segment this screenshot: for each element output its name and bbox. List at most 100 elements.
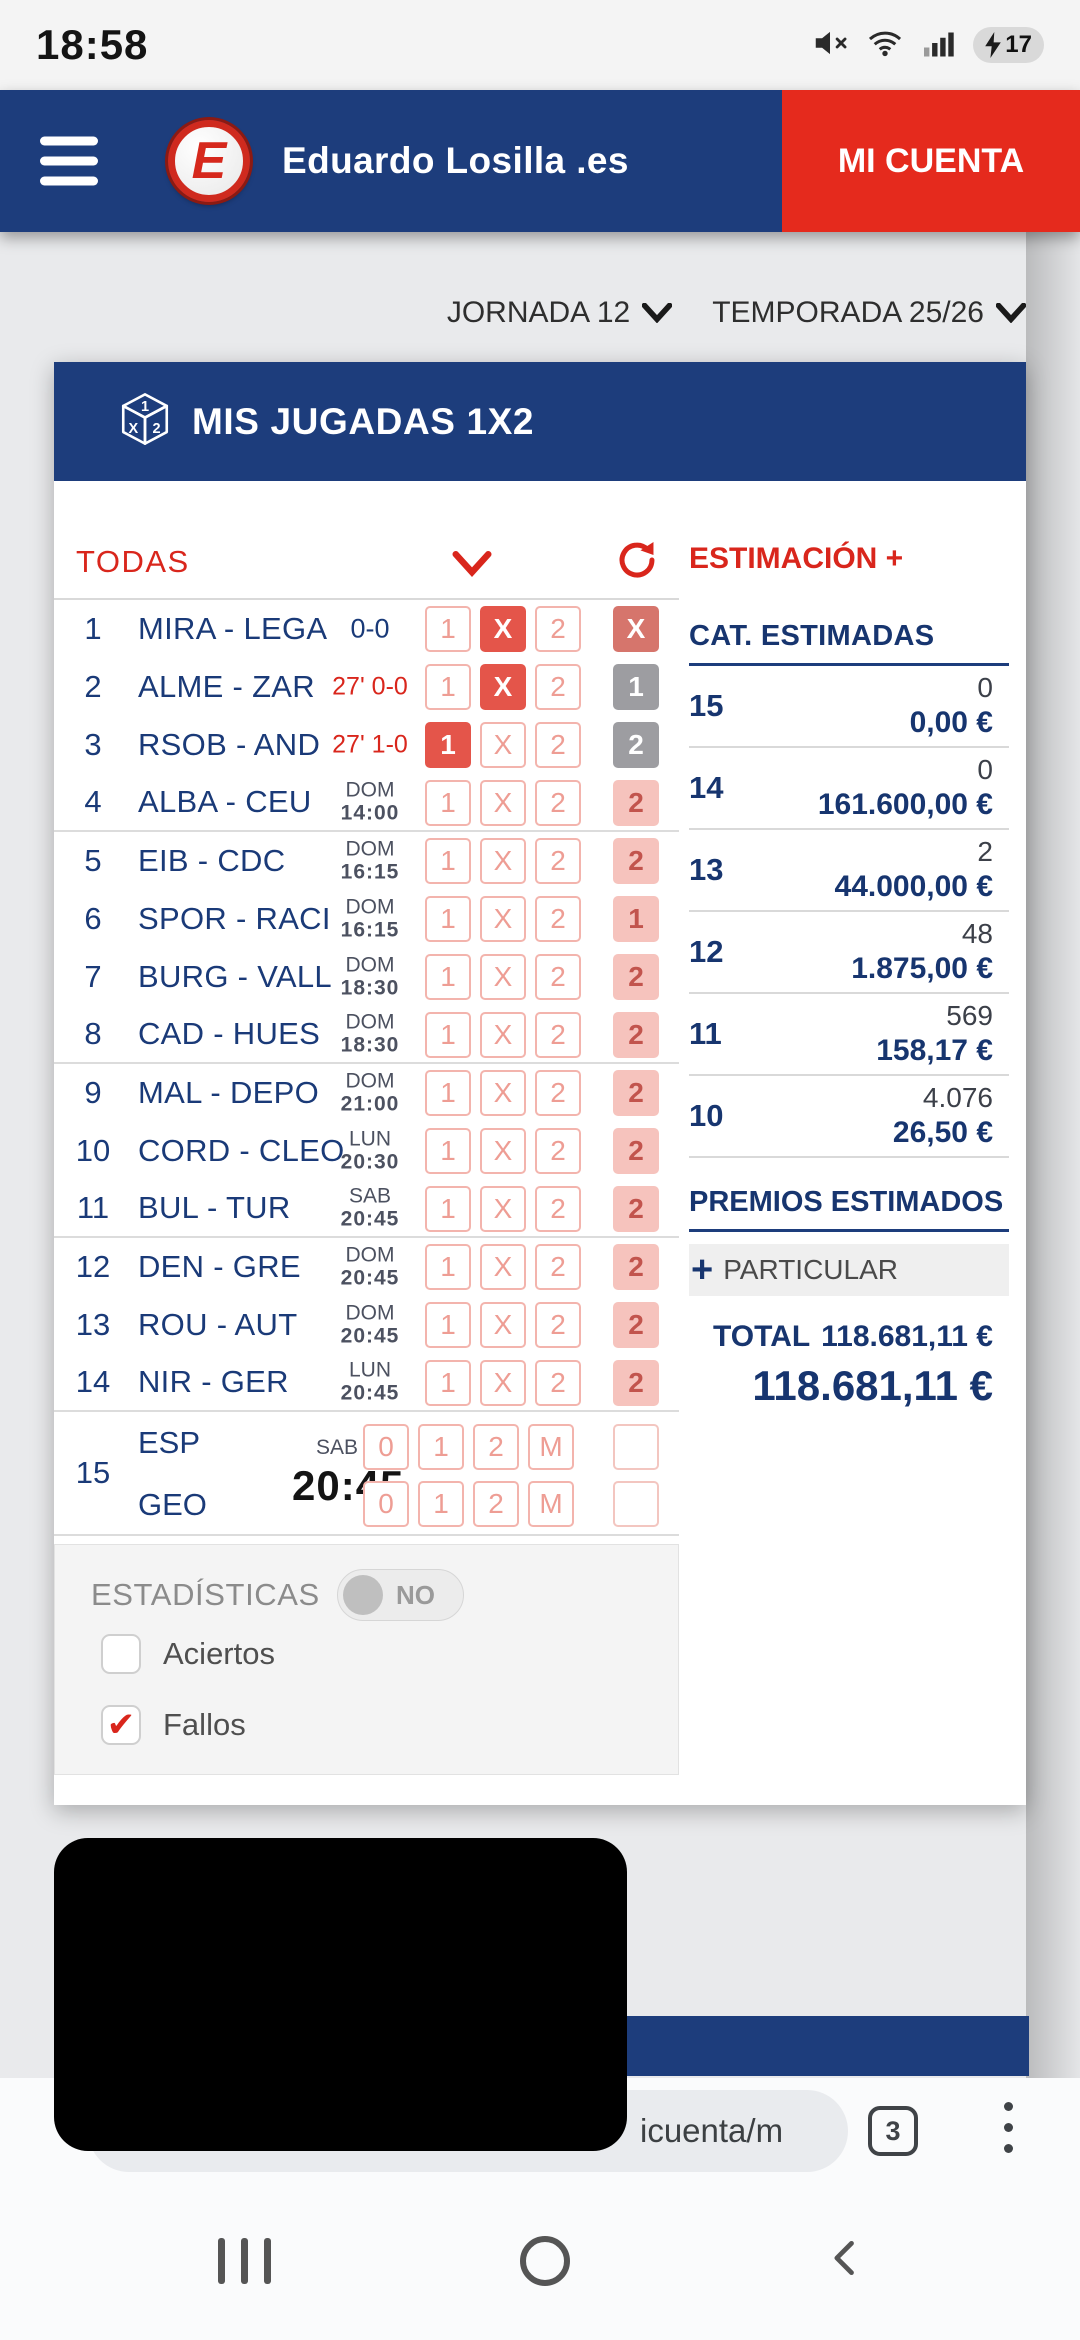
category-count: 4.076 [922, 1081, 993, 1113]
category-amount: 44.000,00 € [834, 869, 993, 903]
temporada-selector[interactable]: TEMPORADA 25/26 [712, 296, 1026, 330]
pick-option-x[interactable]: X [480, 838, 526, 884]
team-bottom: GEO [138, 1487, 207, 1522]
pick-option-x[interactable]: X [480, 1128, 526, 1174]
statistics-toggle[interactable]: NO [337, 1569, 464, 1621]
match-teams: NIR - GER [138, 1364, 289, 1399]
back-nav-icon[interactable] [824, 2236, 868, 2285]
match-time: 20:30 [340, 1150, 400, 1173]
recents-nav-icon[interactable] [218, 2238, 271, 2284]
pick-option-x[interactable]: X [480, 722, 526, 768]
pick-option-1[interactable]: 1 [425, 780, 471, 826]
pick-option-x[interactable]: X [480, 1302, 526, 1348]
pick-option-x[interactable]: X [480, 664, 526, 710]
pick-option-2[interactable]: 2 [473, 1424, 519, 1470]
match-teams: BUL - TUR [138, 1190, 291, 1225]
tab-switcher-button[interactable]: 3 [868, 2106, 918, 2156]
pick-option-x[interactable]: X [480, 1360, 526, 1406]
match-row: 14 NIR - GER LUN 20:45 1 X 2 2 [54, 1354, 679, 1412]
pick-option-1[interactable]: 1 [425, 1128, 471, 1174]
pick-option-2[interactable]: 2 [535, 1128, 581, 1174]
aciertos-checkbox[interactable] [101, 1634, 141, 1674]
pick-option-1[interactable]: 1 [425, 1244, 471, 1290]
pick-option-1[interactable]: 1 [425, 838, 471, 884]
home-nav-icon[interactable] [520, 2236, 570, 2286]
my-account-button[interactable]: MI CUENTA [782, 90, 1080, 232]
match-info: DOM 20:45 [300, 1302, 440, 1347]
pick-option-m[interactable]: M [528, 1481, 574, 1527]
pick-option-1[interactable]: 1 [418, 1481, 464, 1527]
estimation-link[interactable]: ESTIMACIÓN + [689, 542, 904, 575]
pick-option-x[interactable]: X [480, 1012, 526, 1058]
pick-option-2[interactable]: 2 [535, 954, 581, 1000]
pick-option-x[interactable]: X [480, 954, 526, 1000]
pick-option-2[interactable]: 2 [473, 1481, 519, 1527]
pick-option-1[interactable]: 1 [425, 1302, 471, 1348]
pick-option-m[interactable]: M [528, 1424, 574, 1470]
result-box: 2 [613, 722, 659, 768]
pick-option-1[interactable]: 1 [425, 664, 471, 710]
url-text: icuenta/m [640, 2112, 784, 2149]
fallos-checkbox[interactable]: ✔ [101, 1705, 141, 1745]
pick-option-x[interactable]: X [480, 1244, 526, 1290]
match-info: DOM 18:30 [300, 954, 440, 999]
pick-option-2[interactable]: 2 [535, 1360, 581, 1406]
category-number: 10 [689, 1098, 724, 1133]
pick-option-2[interactable]: 2 [535, 1012, 581, 1058]
pick-option-1[interactable]: 1 [425, 1070, 471, 1116]
particular-row[interactable]: + PARTICULAR [689, 1244, 1009, 1296]
pick-option-2[interactable]: 2 [535, 896, 581, 942]
pick-option-1[interactable]: 1 [425, 954, 471, 1000]
match-time: 14:00 [340, 801, 400, 824]
pick-option-2[interactable]: 2 [535, 838, 581, 884]
pick-option-1[interactable]: 1 [425, 1360, 471, 1406]
browser-menu-icon[interactable] [1004, 2102, 1013, 2153]
pick-option-1[interactable]: 1 [418, 1424, 464, 1470]
pick-option-1[interactable]: 1 [425, 1186, 471, 1232]
result-box: 2 [613, 1128, 659, 1174]
category-amount: 0,00 € [909, 705, 993, 739]
fallos-checkbox-row[interactable]: ✔ Fallos [101, 1705, 246, 1745]
result-box: 2 [613, 838, 659, 884]
pick-option-2[interactable]: 2 [535, 1302, 581, 1348]
aciertos-label: Aciertos [163, 1636, 275, 1671]
brand-logo[interactable]: E [168, 120, 250, 202]
pick-option-x[interactable]: X [480, 606, 526, 652]
pick-option-x[interactable]: X [480, 1186, 526, 1232]
todas-dropdown[interactable]: TODAS [76, 544, 190, 579]
pick-option-x[interactable]: X [480, 780, 526, 826]
pick-option-1[interactable]: 1 [425, 1012, 471, 1058]
pick-option-1[interactable]: 1 [425, 896, 471, 942]
menu-icon[interactable] [40, 136, 98, 186]
match-score: 27' 1-0 [332, 730, 408, 759]
match-score: 27' 0-0 [332, 672, 408, 701]
result-box: 2 [613, 954, 659, 1000]
pick-option-2[interactable]: 2 [535, 780, 581, 826]
pick-option-2[interactable]: 2 [535, 1070, 581, 1116]
aciertos-checkbox-row[interactable]: Aciertos [101, 1634, 275, 1674]
pick-option-2[interactable]: 2 [535, 722, 581, 768]
pick-option-x[interactable]: X [480, 896, 526, 942]
pick-option-0[interactable]: 0 [363, 1481, 409, 1527]
match-teams: ALBA - CEU [138, 784, 312, 819]
pick-option-2[interactable]: 2 [535, 1244, 581, 1290]
pick-option-2[interactable]: 2 [535, 664, 581, 710]
chevron-down-icon[interactable] [452, 551, 492, 582]
match-day: SAB [315, 1435, 359, 1459]
refresh-icon[interactable] [614, 537, 660, 588]
battery-percent: 17 [1005, 31, 1032, 58]
match-info: DOM 16:15 [300, 896, 440, 941]
pick-option-x[interactable]: X [480, 1070, 526, 1116]
pick-option-0[interactable]: 0 [363, 1424, 409, 1470]
pick-option-2[interactable]: 2 [535, 1186, 581, 1232]
category-values: 48 1.875,00 € [759, 917, 1009, 988]
match-number: 8 [84, 1016, 102, 1051]
wifi-icon [865, 24, 905, 67]
pick-option-2[interactable]: 2 [535, 606, 581, 652]
plays-column: TODAS 1 MIRA - LEGA 0-0 1 X 2 X 2 ALME - ZAR 27' … [54, 481, 679, 1775]
match-row: 7 BURG - VALL DOM 18:30 1 X 2 2 [54, 948, 679, 1006]
jornada-selector[interactable]: JORNADA 12 [447, 296, 673, 330]
pick-option-1[interactable]: 1 [425, 606, 471, 652]
pick-option-1[interactable]: 1 [425, 722, 471, 768]
